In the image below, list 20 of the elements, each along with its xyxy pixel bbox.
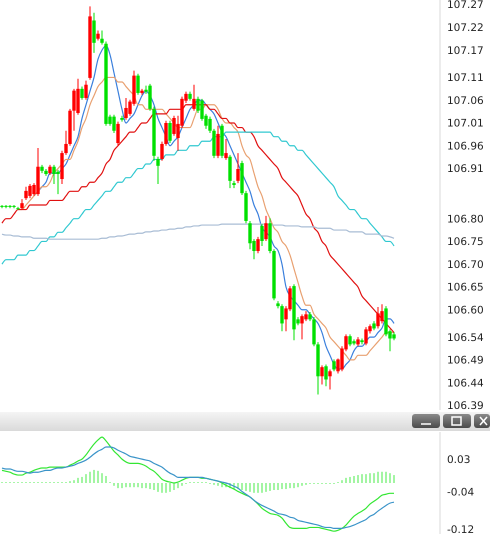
y-tick-label: 106.39 <box>447 400 484 412</box>
y-tick-label: 107.27 <box>447 0 484 12</box>
y-tick-label: 107.17 <box>447 44 484 57</box>
y-tick-label: 106.49 <box>447 354 484 367</box>
y-tick-label: 106.54 <box>447 332 484 344</box>
y-tick-label: 106.44 <box>447 377 484 390</box>
y-tick-label: 106.65 <box>447 282 484 294</box>
y-tick-label: 107.01 <box>447 118 484 130</box>
y-tick-label: 106.60 <box>447 304 484 316</box>
y-tick-label: 0.03 <box>447 454 470 466</box>
y-tick-label: 106.70 <box>447 258 484 271</box>
y-tick-label: -0.04 <box>447 486 474 499</box>
y-tick-label: 106.75 <box>447 236 484 248</box>
y-tick-label: 106.96 <box>447 140 484 152</box>
y-tick-label: -0.12 <box>447 524 474 534</box>
y-tick-label: 107.06 <box>447 94 484 107</box>
y-tick-label: 106.91 <box>447 163 484 176</box>
y-tick-label: 106.80 <box>447 213 484 226</box>
y-tick-label: 107.11 <box>447 72 484 84</box>
y-tick-label: 107.22 <box>447 22 484 34</box>
